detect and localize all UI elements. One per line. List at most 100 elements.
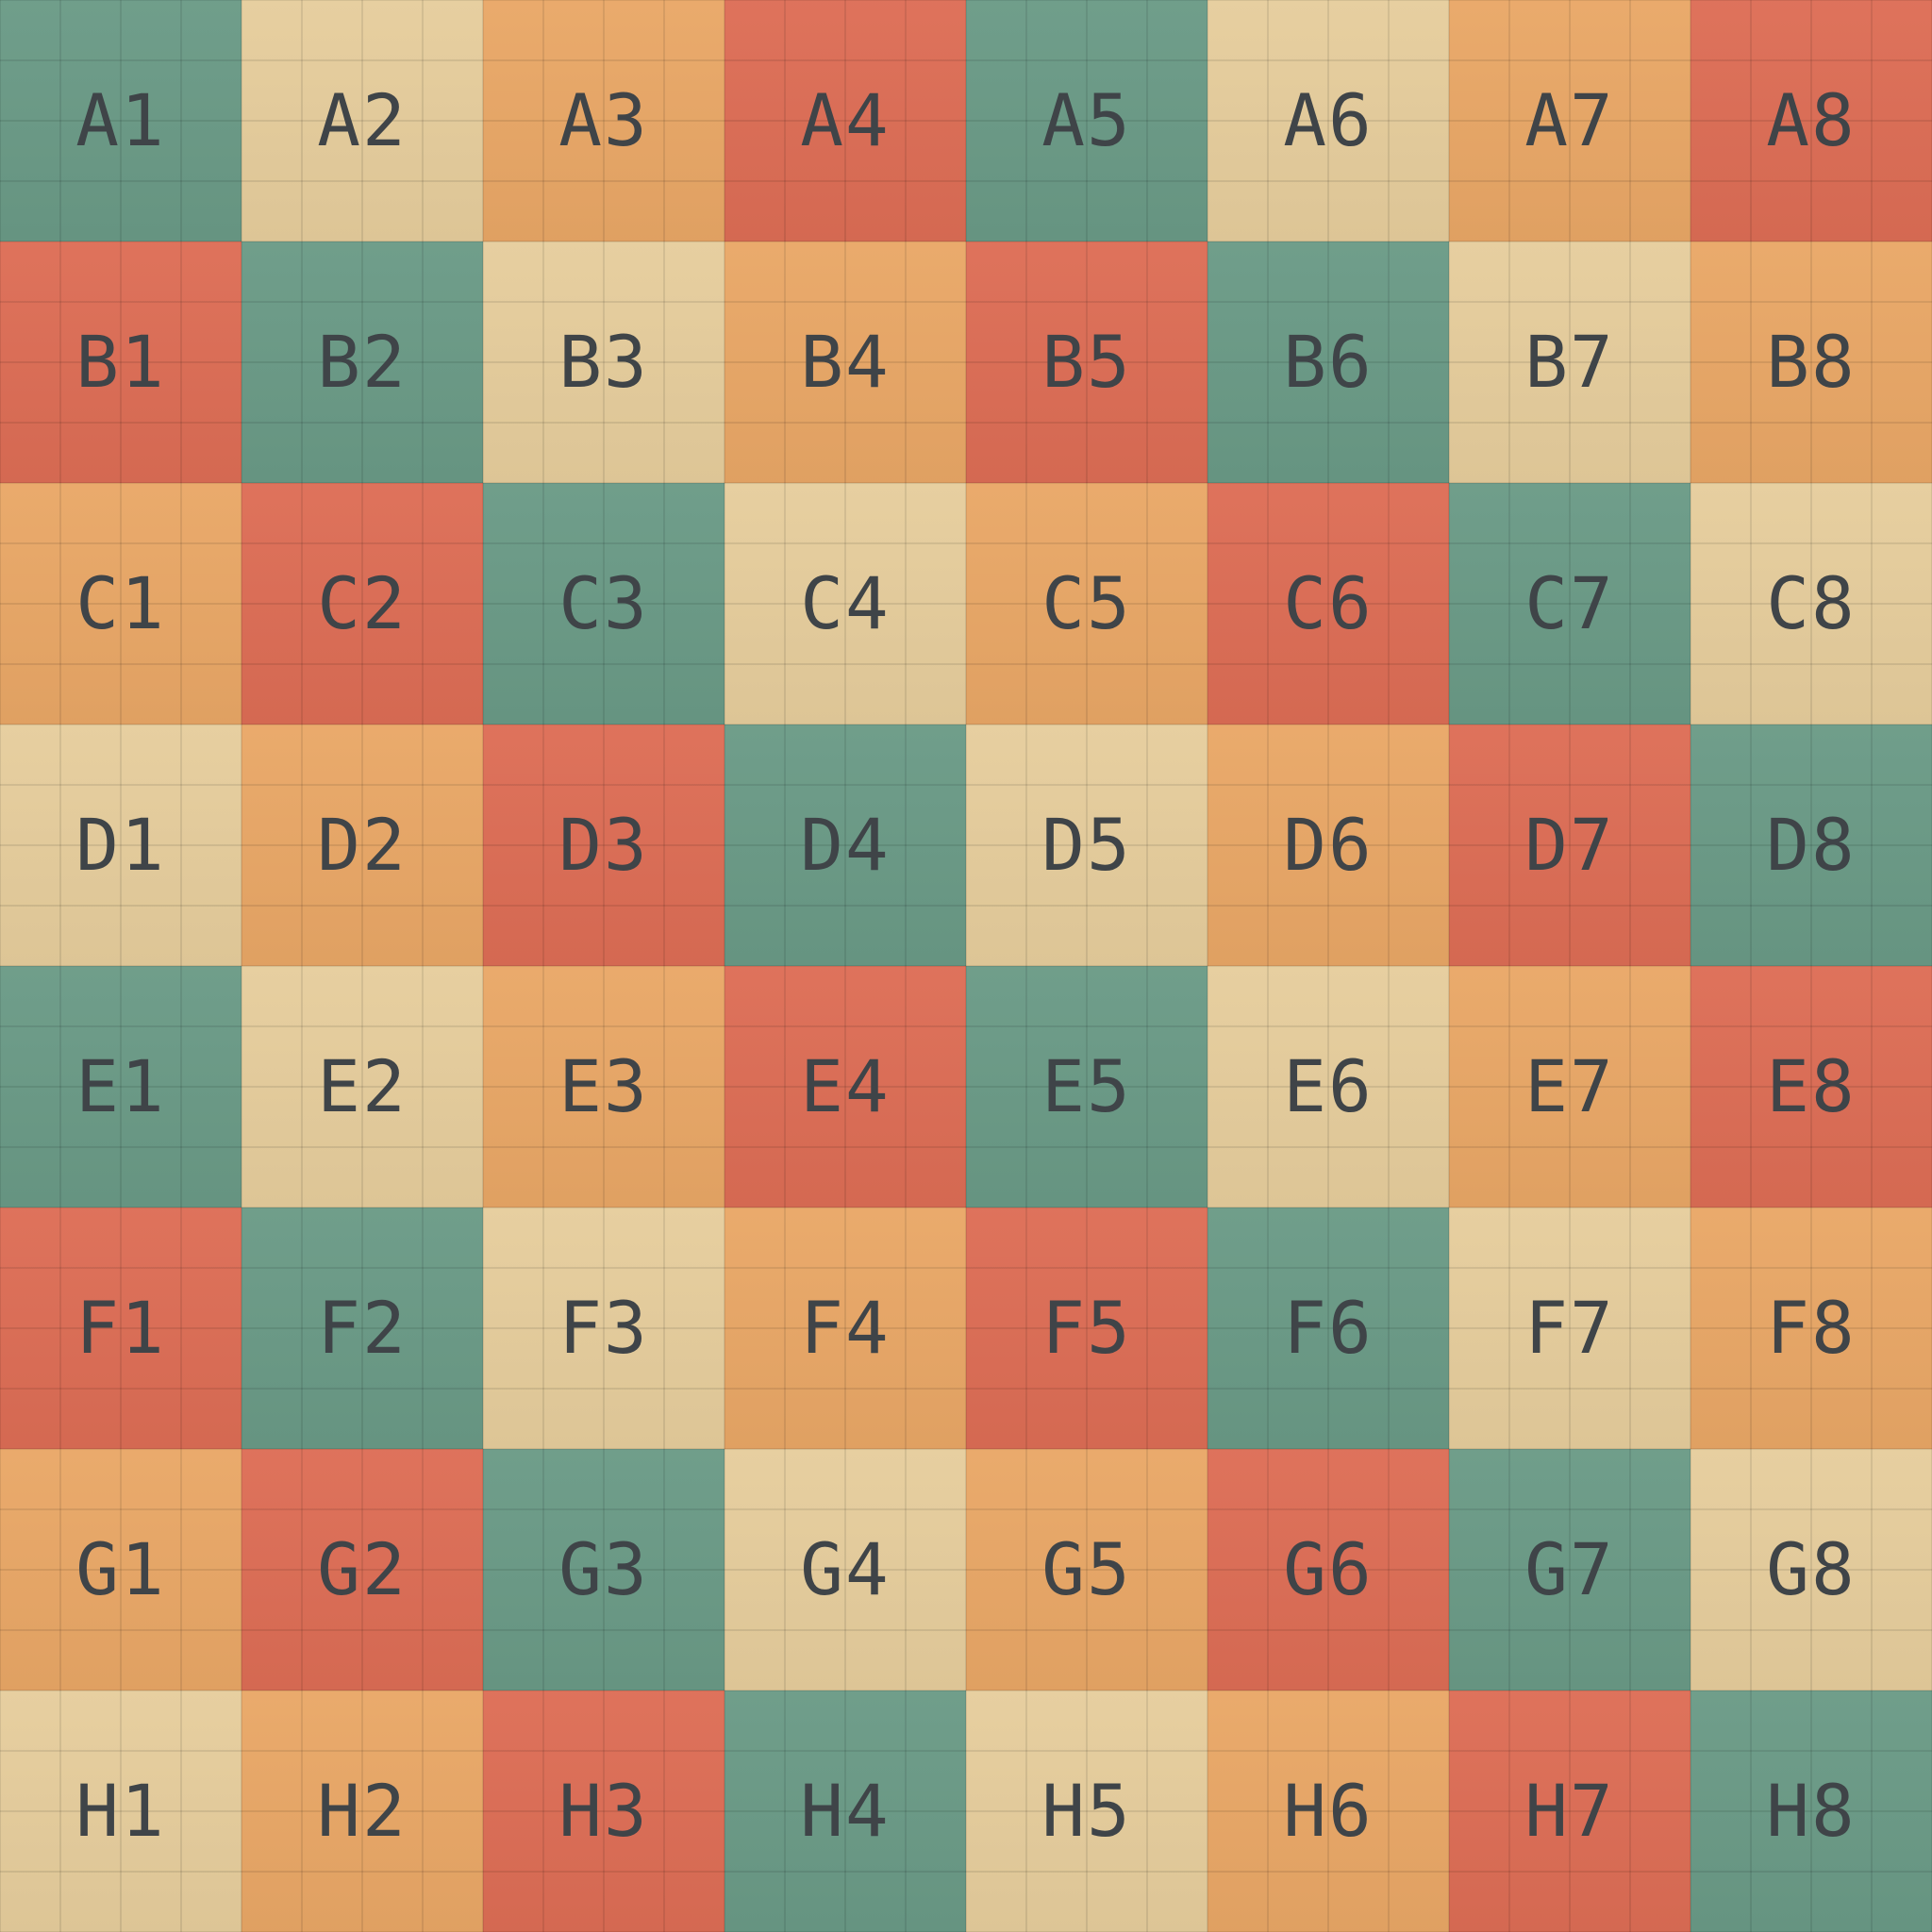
board-cell-c5[interactable]: C5 [966, 483, 1208, 724]
board-cell-b3[interactable]: B3 [483, 242, 724, 483]
board-cell-e7[interactable]: E7 [1449, 966, 1690, 1208]
board-cell-g2[interactable]: G2 [242, 1449, 483, 1690]
cell-label: A8 [1766, 78, 1857, 162]
cell-label: C3 [558, 561, 649, 645]
cell-label: D1 [75, 803, 166, 887]
board-cell-d2[interactable]: D2 [242, 724, 483, 966]
board-cell-b7[interactable]: B7 [1449, 242, 1690, 483]
board-cell-b4[interactable]: B4 [724, 242, 966, 483]
board-cell-g3[interactable]: G3 [483, 1449, 724, 1690]
board-cell-b6[interactable]: B6 [1208, 242, 1449, 483]
board-cell-d3[interactable]: D3 [483, 724, 724, 966]
board-cell-a6[interactable]: A6 [1208, 0, 1449, 242]
board-cell-g8[interactable]: G8 [1690, 1449, 1932, 1690]
board-cell-e4[interactable]: E4 [724, 966, 966, 1208]
board-cell-c6[interactable]: C6 [1208, 483, 1449, 724]
board-cell-e5[interactable]: E5 [966, 966, 1208, 1208]
board-cell-b1[interactable]: B1 [0, 242, 242, 483]
board-cell-g6[interactable]: G6 [1208, 1449, 1449, 1690]
cell-label: C7 [1524, 561, 1615, 645]
cell-label: F4 [800, 1286, 891, 1370]
cell-label: E6 [1283, 1044, 1374, 1128]
board-cell-e8[interactable]: E8 [1690, 966, 1932, 1208]
board-cell-h7[interactable]: H7 [1449, 1690, 1690, 1932]
cell-label: C4 [800, 561, 891, 645]
board-cell-e1[interactable]: E1 [0, 966, 242, 1208]
board-cell-d4[interactable]: D4 [724, 724, 966, 966]
board-cell-c2[interactable]: C2 [242, 483, 483, 724]
board-cell-h3[interactable]: H3 [483, 1690, 724, 1932]
board-cell-f3[interactable]: F3 [483, 1208, 724, 1449]
board-cell-h4[interactable]: H4 [724, 1690, 966, 1932]
cell-label: F2 [317, 1286, 408, 1370]
board-cell-f7[interactable]: F7 [1449, 1208, 1690, 1449]
cell-label: H2 [317, 1769, 408, 1853]
cell-label: D4 [800, 803, 891, 887]
board-cell-g4[interactable]: G4 [724, 1449, 966, 1690]
board-cell-h8[interactable]: H8 [1690, 1690, 1932, 1932]
board-cell-e2[interactable]: E2 [242, 966, 483, 1208]
board-cell-a3[interactable]: A3 [483, 0, 724, 242]
cell-label: G3 [558, 1527, 649, 1611]
cell-label: E7 [1524, 1044, 1615, 1128]
board-cell-a8[interactable]: A8 [1690, 0, 1932, 242]
board-cell-a2[interactable]: A2 [242, 0, 483, 242]
board-cell-d5[interactable]: D5 [966, 724, 1208, 966]
board-cell-h5[interactable]: H5 [966, 1690, 1208, 1932]
cell-label: H3 [558, 1769, 649, 1853]
board-cell-d1[interactable]: D1 [0, 724, 242, 966]
board-cell-a5[interactable]: A5 [966, 0, 1208, 242]
cell-label: A1 [75, 78, 166, 162]
cell-label: E1 [75, 1044, 166, 1128]
board-cell-b2[interactable]: B2 [242, 242, 483, 483]
cell-label: C5 [1041, 561, 1132, 645]
board-cell-a4[interactable]: A4 [724, 0, 966, 242]
board-cell-c7[interactable]: C7 [1449, 483, 1690, 724]
cell-label: F8 [1766, 1286, 1857, 1370]
cell-label: F3 [558, 1286, 649, 1370]
board-cell-c4[interactable]: C4 [724, 483, 966, 724]
cell-label: C6 [1283, 561, 1374, 645]
board-cell-h1[interactable]: H1 [0, 1690, 242, 1932]
board-cell-f5[interactable]: F5 [966, 1208, 1208, 1449]
cell-label: G6 [1283, 1527, 1374, 1611]
board-cell-g1[interactable]: G1 [0, 1449, 242, 1690]
cell-label: D6 [1283, 803, 1374, 887]
board-cell-c1[interactable]: C1 [0, 483, 242, 724]
board-cell-g7[interactable]: G7 [1449, 1449, 1690, 1690]
cell-label: G1 [75, 1527, 166, 1611]
board-cell-c3[interactable]: C3 [483, 483, 724, 724]
cell-label: G5 [1041, 1527, 1132, 1611]
board-cell-f2[interactable]: F2 [242, 1208, 483, 1449]
board-cell-c8[interactable]: C8 [1690, 483, 1932, 724]
board-cell-f1[interactable]: F1 [0, 1208, 242, 1449]
cell-label: G8 [1766, 1527, 1857, 1611]
cell-label: C8 [1766, 561, 1857, 645]
board-cell-b8[interactable]: B8 [1690, 242, 1932, 483]
board-cell-h2[interactable]: H2 [242, 1690, 483, 1932]
board-cell-f6[interactable]: F6 [1208, 1208, 1449, 1449]
cell-label: B7 [1524, 320, 1615, 404]
board-cell-a7[interactable]: A7 [1449, 0, 1690, 242]
board-cell-d6[interactable]: D6 [1208, 724, 1449, 966]
board-cell-g5[interactable]: G5 [966, 1449, 1208, 1690]
board-cell-d7[interactable]: D7 [1449, 724, 1690, 966]
board-cell-f4[interactable]: F4 [724, 1208, 966, 1449]
board-cell-b5[interactable]: B5 [966, 242, 1208, 483]
board-cell-e3[interactable]: E3 [483, 966, 724, 1208]
cell-label: F5 [1041, 1286, 1132, 1370]
cell-label: H1 [75, 1769, 166, 1853]
cell-label: B6 [1283, 320, 1374, 404]
board-cell-h6[interactable]: H6 [1208, 1690, 1449, 1932]
board-cell-a1[interactable]: A1 [0, 0, 242, 242]
board-cell-e6[interactable]: E6 [1208, 966, 1449, 1208]
cell-label: F6 [1283, 1286, 1374, 1370]
cell-label: E3 [558, 1044, 649, 1128]
cell-label: F1 [75, 1286, 166, 1370]
board-cell-d8[interactable]: D8 [1690, 724, 1932, 966]
board-cell-f8[interactable]: F8 [1690, 1208, 1932, 1449]
cell-label: B4 [800, 320, 891, 404]
cell-label: G2 [317, 1527, 408, 1611]
cell-label: B2 [317, 320, 408, 404]
